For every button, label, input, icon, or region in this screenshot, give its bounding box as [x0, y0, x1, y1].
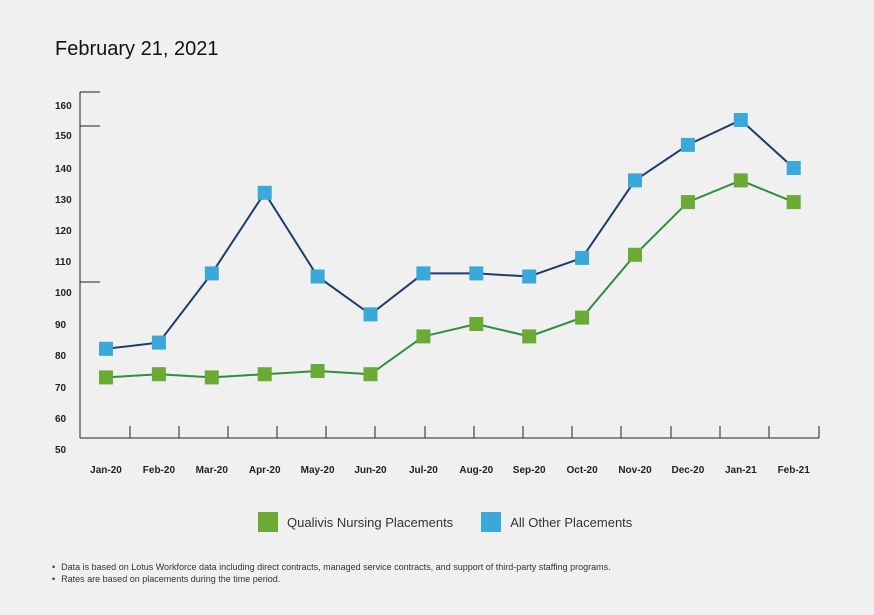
data-point-0	[469, 317, 484, 331]
legend-swatch-qualivis	[258, 512, 278, 532]
data-point-0	[257, 367, 272, 382]
legend-item-other: All Other Placements	[481, 512, 632, 532]
footnote: Rates are based on placements during the…	[52, 573, 611, 585]
x-tick-label: Sep-20	[513, 465, 546, 476]
footnote: Data is based on Lotus Workforce data in…	[52, 561, 610, 573]
y-tick-label: 150	[55, 131, 72, 142]
data-point-0	[522, 329, 537, 344]
y-tick-label: 50	[55, 445, 67, 456]
legend-label-other: All Other Placements	[510, 514, 633, 530]
data-point-0	[99, 370, 113, 385]
series-lines	[105, 118, 795, 379]
data-point-0	[416, 329, 431, 344]
data-point-0	[151, 367, 166, 382]
x-tick-label: Mar-20	[196, 465, 229, 476]
x-tick-label: Feb-20	[143, 465, 176, 476]
x-tick-label: Nov-20	[618, 465, 652, 476]
line-chart: 160 150 140 130 120 110 100 90 80 70 60 50 Jan-20 Fe…	[55, 91, 820, 476]
data-point-0	[733, 173, 748, 188]
y-tick-label: 160	[55, 101, 72, 112]
data-point-1	[310, 269, 325, 284]
x-tick-label: Feb-21	[778, 465, 811, 476]
x-tick-label: Apr-20	[249, 465, 281, 476]
data-point-1	[575, 250, 590, 265]
x-tick-label: Jun-20	[354, 465, 387, 476]
x-axis-ticks: Jan-20 Feb-20 Mar-20 Apr-20 May-20 Jun-20 Jul-…	[90, 465, 810, 476]
data-point-1	[151, 335, 166, 350]
data-point-1	[628, 173, 642, 188]
data-point-0	[786, 195, 801, 210]
x-tick-label: Aug-20	[459, 465, 493, 476]
data-point-1	[522, 269, 537, 284]
data-point-1	[680, 137, 695, 152]
x-tick-label: Dec-20	[671, 465, 704, 476]
data-point-1	[99, 341, 113, 356]
data-point-0	[628, 247, 642, 262]
x-tick-label: Jan-21	[725, 465, 757, 476]
y-axis-ticks: 160 150 140 130 120 110 100 90 80 70 60 50	[55, 101, 72, 456]
data-point-1	[363, 307, 378, 322]
y-tick-label: 90	[55, 320, 67, 331]
footnotes: Data is based on Lotus Workforce data in…	[52, 561, 611, 585]
data-point-0	[363, 367, 378, 382]
y-tick-label: 120	[55, 226, 72, 237]
y-tick-label: 130	[55, 195, 72, 206]
y-tick-label: 80	[55, 351, 67, 362]
data-point-1	[204, 266, 219, 281]
x-tick-label: May-20	[301, 465, 335, 476]
data-point-0	[204, 370, 219, 385]
y-tick-label: 110	[55, 257, 72, 268]
series-points	[99, 113, 801, 385]
legend-item-qualivis: Qualivis Nursing Placements	[258, 512, 453, 532]
data-point-1	[257, 185, 272, 200]
data-point-0	[310, 364, 325, 378]
chart-axes	[79, 91, 820, 439]
data-point-0	[575, 310, 590, 325]
series-line-1	[105, 118, 795, 350]
chart-title: February 21, 2021	[55, 38, 219, 60]
series-line-0	[105, 179, 795, 379]
y-tick-label: 70	[55, 383, 67, 394]
y-tick-label: 140	[55, 164, 72, 175]
legend-label-qualivis: Qualivis Nursing Placements	[287, 514, 454, 530]
legend-swatch-other	[481, 512, 502, 532]
y-tick-label: 100	[55, 288, 72, 299]
data-point-0	[680, 195, 695, 210]
y-tick-label: 60	[55, 414, 67, 425]
x-tick-label: Oct-20	[567, 465, 599, 476]
x-tick-label: Jan-20	[90, 465, 122, 476]
data-point-1	[733, 113, 748, 127]
data-point-1	[786, 161, 801, 175]
data-point-1	[469, 266, 484, 281]
legend: Qualivis Nursing Placements All Other Pl…	[258, 512, 632, 532]
x-tick-label: Jul-20	[409, 465, 438, 476]
data-point-1	[416, 266, 431, 281]
